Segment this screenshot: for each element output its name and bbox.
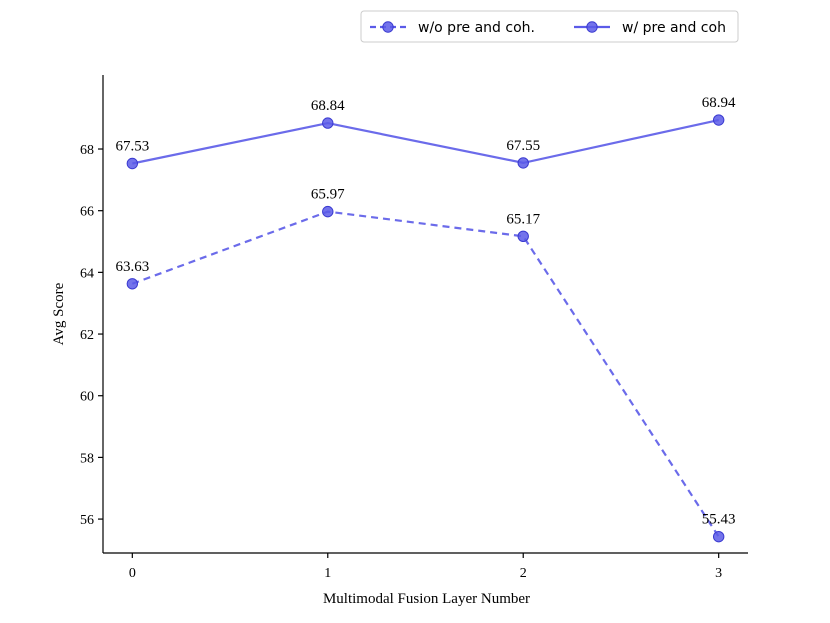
data-label: 55.43: [702, 512, 736, 528]
y-axis-title: Avg Score: [51, 282, 67, 345]
data-point: [126, 278, 139, 290]
data-label: 68.84: [311, 98, 345, 114]
y-tick-label: 66: [80, 205, 94, 220]
data-label: 67.53: [115, 139, 149, 155]
y-tick-label: 58: [80, 451, 94, 466]
legend-label: w/ pre and coh: [622, 20, 726, 36]
data-point: [712, 530, 725, 543]
data-point: [322, 117, 334, 129]
data-label: 68.94: [702, 95, 736, 111]
legend-items: w/o pre and coh. w/ pre and coh: [370, 20, 726, 36]
x-tick-label: 3: [715, 566, 722, 581]
series-with-pre-coh: 67.53 68.84 67.55 68.94: [115, 95, 736, 170]
x-ticks: 0 1 2 3: [129, 553, 722, 581]
x-tick-label: 0: [129, 566, 136, 581]
series-layer: 63.63 65.97 65.17 55.43 67.53 68.84 67.55 68.94: [115, 95, 736, 543]
legend-item: w/ pre and coh: [574, 20, 726, 36]
y-tick-label: 56: [80, 513, 94, 528]
data-label: 67.55: [506, 138, 540, 154]
data-point: [712, 114, 725, 126]
legend-box: [360, 10, 739, 43]
legend: w/o pre and coh. w/ pre and coh: [360, 10, 739, 43]
x-tick-label: 2: [520, 566, 527, 581]
data-label: 65.97: [311, 187, 345, 203]
y-ticks: 56 58 60 62 64 66 68: [80, 143, 103, 528]
legend-item: w/o pre and coh.: [370, 20, 535, 36]
series-line: [131, 210, 720, 538]
data-point: [517, 157, 529, 169]
data-point: [517, 230, 529, 242]
y-tick-label: 68: [80, 143, 94, 158]
data-point: [126, 157, 139, 170]
legend-label: w/o pre and coh.: [418, 20, 535, 36]
data-label: 65.17: [506, 211, 540, 227]
legend-marker: [382, 21, 394, 33]
y-tick-label: 64: [80, 266, 94, 281]
y-tick-label: 60: [80, 390, 94, 405]
legend-marker: [586, 21, 598, 33]
series-line: [132, 118, 719, 165]
x-axis-title: Multimodal Fusion Layer Number: [323, 591, 530, 607]
y-tick-label: 62: [80, 328, 94, 343]
x-tick-label: 1: [324, 566, 331, 581]
data-point: [322, 205, 334, 218]
data-label: 63.63: [115, 259, 149, 275]
axes: 0 1 2 3 56 58 60 62 64 66 68: [80, 75, 748, 581]
series-without-pre-coh: 63.63 65.97 65.17 55.43: [115, 187, 736, 543]
